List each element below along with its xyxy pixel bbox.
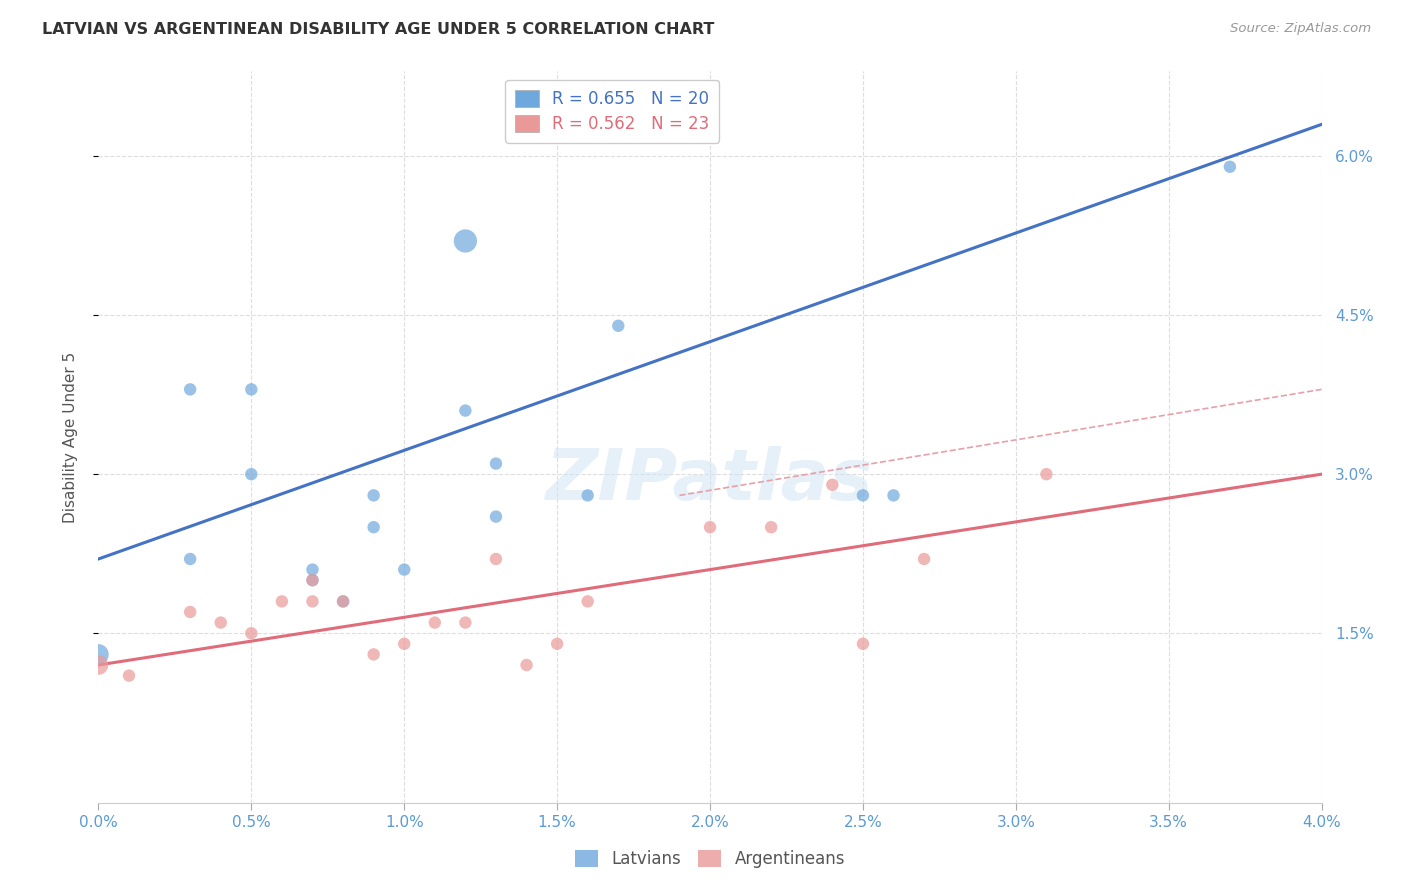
Point (240, 626, 263, 640)
Point (912, 552, 935, 566)
Point (87, 648, 110, 662)
Point (240, 467, 263, 482)
Point (363, 520, 385, 534)
Point (332, 594, 354, 608)
Point (852, 488, 875, 502)
Point (485, 457, 508, 471)
Point (576, 488, 599, 502)
Point (118, 668, 141, 682)
Point (454, 615, 477, 630)
Point (332, 594, 354, 608)
Point (301, 573, 323, 587)
Point (546, 637, 568, 651)
Point (209, 615, 232, 630)
Point (883, 488, 905, 502)
Point (516, 658, 538, 673)
Point (1035, 467, 1057, 482)
Point (607, 318, 630, 333)
Point (423, 615, 446, 630)
Point (179, 605, 201, 619)
Text: LATVIAN VS ARGENTINEAN DISABILITY AGE UNDER 5 CORRELATION CHART: LATVIAN VS ARGENTINEAN DISABILITY AGE UN… (42, 22, 714, 37)
Text: ZIPatlas: ZIPatlas (547, 447, 873, 516)
Point (270, 594, 294, 608)
Point (363, 648, 385, 662)
Point (301, 573, 323, 587)
Point (179, 383, 201, 397)
Point (392, 637, 416, 651)
Point (179, 552, 201, 566)
Point (485, 509, 508, 524)
Point (485, 552, 508, 566)
Point (363, 488, 385, 502)
Point (576, 594, 599, 608)
Text: Source: ZipAtlas.com: Source: ZipAtlas.com (1230, 22, 1371, 36)
Legend: Latvians, Argentineans: Latvians, Argentineans (568, 844, 852, 875)
Point (392, 563, 416, 577)
Point (87, 658, 110, 673)
Point (759, 520, 782, 534)
Point (301, 594, 323, 608)
Point (699, 520, 721, 534)
Point (852, 637, 875, 651)
Point (454, 234, 477, 248)
Point (240, 383, 263, 397)
Y-axis label: Disability Age Under 5: Disability Age Under 5 (63, 351, 77, 523)
Point (301, 563, 323, 577)
Point (821, 477, 844, 491)
Point (454, 403, 477, 417)
Point (1219, 160, 1241, 174)
